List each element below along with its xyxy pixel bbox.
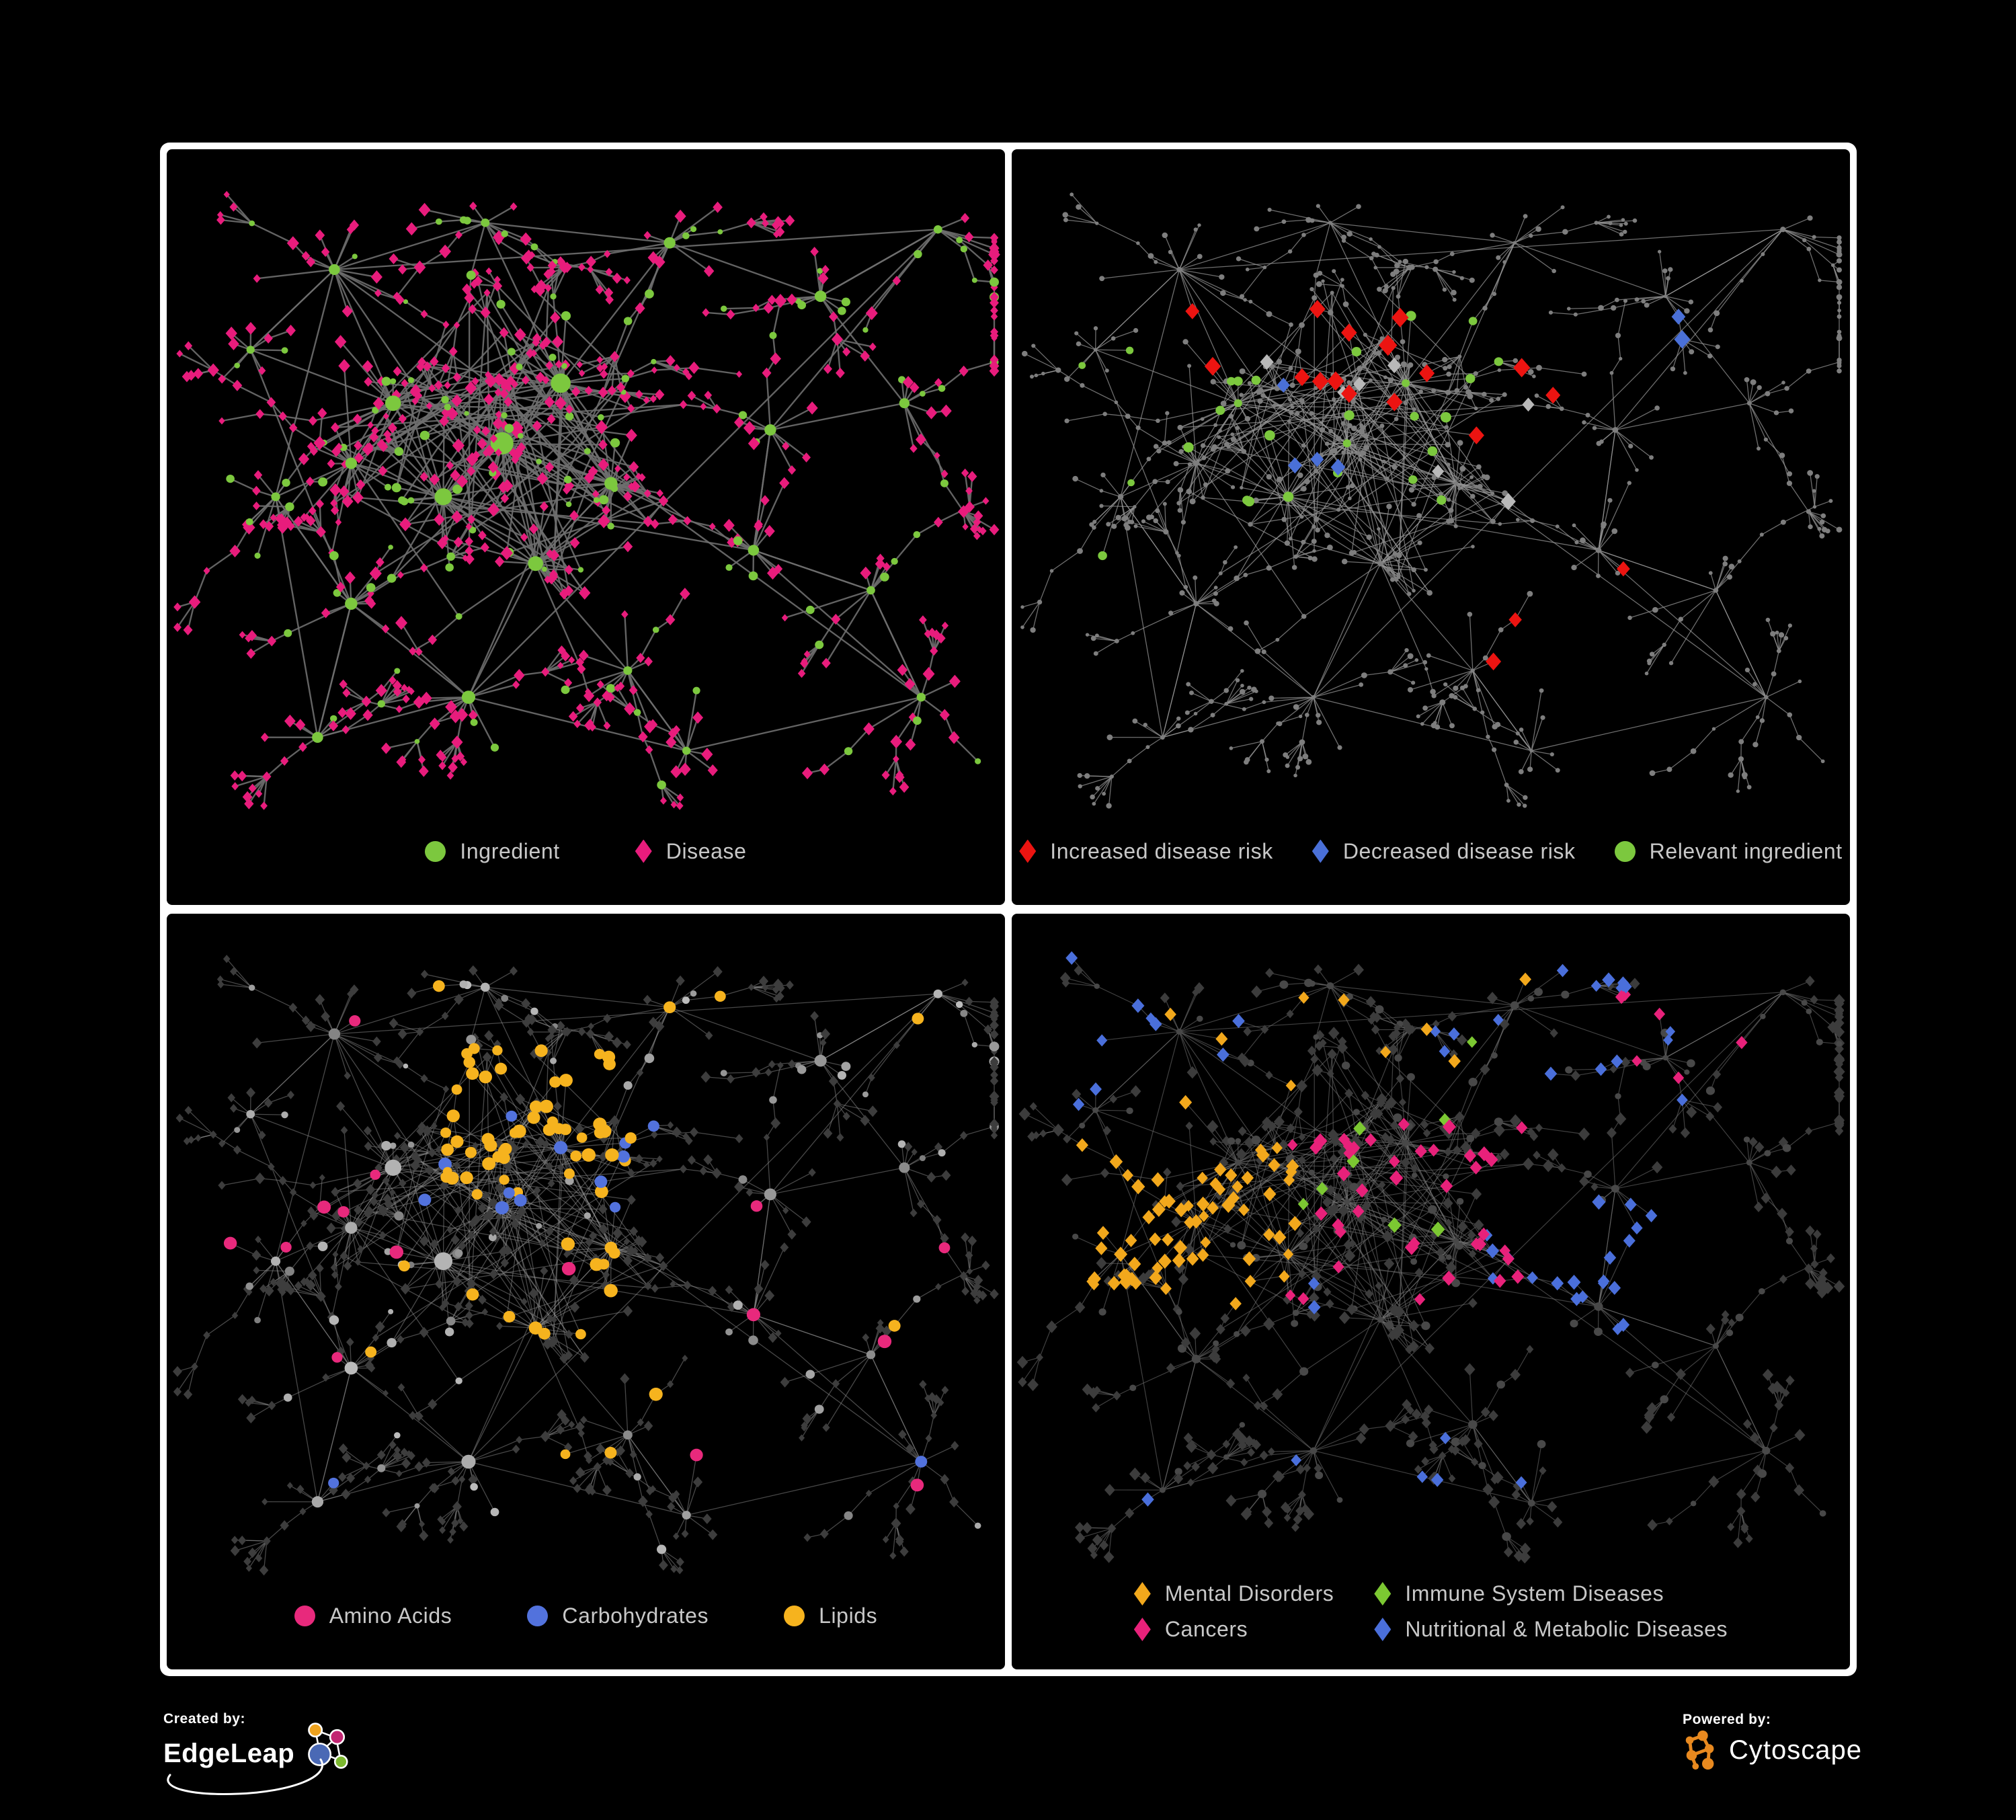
cytoscape-logo-icon xyxy=(1685,1730,1714,1770)
panel-ingredient-disease: Ingredient Disease xyxy=(167,149,1005,905)
legend-label: Ingredient xyxy=(460,838,560,863)
powered-by-credit: Powered by: Cytoscape xyxy=(1683,1712,1862,1770)
ingredient-circle-marker xyxy=(425,840,446,862)
panel-disease-classes: Mental Disorders Cancers Immune System D… xyxy=(1012,914,1850,1669)
legend-item: Lipids xyxy=(784,1604,877,1628)
legend-label: Cancers xyxy=(1164,1617,1248,1641)
edgeleap-node-magenta xyxy=(329,1729,346,1745)
legend-item: Ingredient xyxy=(425,839,559,864)
carbohydrates-circle-marker xyxy=(527,1605,549,1626)
nutritional-metabolic-diamond-marker xyxy=(1374,1618,1392,1641)
legend-item: Carbohydrates xyxy=(527,1604,709,1628)
disease-diamond-marker xyxy=(635,839,652,863)
legend-item: Immune System Diseases xyxy=(1374,1581,1728,1606)
ingredient-disease-network-graph xyxy=(173,190,1000,810)
disease-classes-network-graph xyxy=(1016,951,1845,1564)
figure-grid: Ingredient Disease Increased disease ris… xyxy=(160,143,1857,1676)
amino-acids-circle-marker xyxy=(294,1605,315,1626)
legend-label: Relevant ingredient xyxy=(1649,838,1843,863)
legend-item: Disease xyxy=(635,839,747,864)
legend-label: Disease xyxy=(666,838,747,863)
legend-item: Cancers xyxy=(1133,1617,1334,1642)
legend-item: Mental Disorders xyxy=(1133,1581,1334,1606)
decreased-risk-diamond-marker xyxy=(1312,839,1329,863)
legend-label: Decreased disease risk xyxy=(1342,838,1576,863)
legend-label: Carbohydrates xyxy=(562,1603,709,1628)
legend-nutrient-classes: Amino Acids Carbohydrates Lipids xyxy=(167,1582,1005,1669)
created-by-credit: Created by: EdgeLeap xyxy=(163,1711,354,1795)
edgeleap-node-orange xyxy=(308,1723,323,1738)
legend-disease-classes: Mental Disorders Cancers Immune System D… xyxy=(1012,1569,1850,1669)
legend-disease-risk: Increased disease risk Decreased disease… xyxy=(1012,818,1850,905)
legend-ingredient-disease: Ingredient Disease xyxy=(167,818,1005,905)
increased-risk-diamond-marker xyxy=(1019,839,1037,863)
legend-label: Lipids xyxy=(819,1603,878,1628)
panel-disease-risk: Increased disease risk Decreased disease… xyxy=(1012,149,1850,905)
legend-label: Amino Acids xyxy=(329,1603,452,1628)
legend-label: Nutritional & Metabolic Diseases xyxy=(1405,1617,1728,1641)
created-by-label: Created by: xyxy=(163,1711,246,1727)
legend-item: Increased disease risk xyxy=(1019,839,1273,864)
legend-item: Relevant ingredient xyxy=(1614,838,1843,864)
legend-label: Increased disease risk xyxy=(1050,838,1273,863)
edgeleap-node-green xyxy=(334,1755,348,1769)
powered-by-label: Powered by: xyxy=(1683,1712,1771,1727)
edgeleap-logo-icon xyxy=(308,1723,348,1769)
cancers-diamond-marker xyxy=(1133,1618,1151,1641)
edgeleap-wordmark: EdgeLeap xyxy=(163,1739,295,1768)
panel-nutrient-classes: Amino Acids Carbohydrates Lipids xyxy=(167,914,1005,1669)
legend-item: Amino Acids xyxy=(294,1604,452,1628)
legend-label: Mental Disorders xyxy=(1164,1581,1334,1606)
edgeleap-node-blue xyxy=(308,1742,332,1766)
legend-item: Decreased disease risk xyxy=(1312,839,1576,864)
lipids-circle-marker xyxy=(784,1605,805,1626)
disease-risk-network-graph xyxy=(1020,192,1843,809)
legend-label: Immune System Diseases xyxy=(1405,1581,1664,1606)
legend-item: Nutritional & Metabolic Diseases xyxy=(1374,1617,1728,1642)
cytoscape-wordmark: Cytoscape xyxy=(1729,1735,1862,1765)
nutrient-classes-network-graph xyxy=(172,955,1000,1576)
mental-disorders-diamond-marker xyxy=(1133,1582,1151,1606)
relevant-ingredient-circle-marker xyxy=(1614,840,1636,862)
immune-system-diamond-marker xyxy=(1374,1582,1392,1606)
